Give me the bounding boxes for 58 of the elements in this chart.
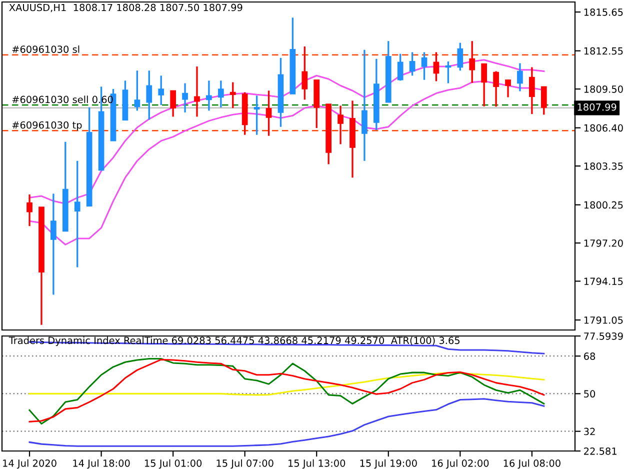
candlestick <box>74 160 80 268</box>
candlestick <box>230 81 236 109</box>
candlestick <box>397 52 404 82</box>
ref-line-label: 1807.99 <box>578 103 616 111</box>
candlestick <box>254 94 260 136</box>
y-tick-label: 1794.15 <box>584 278 623 286</box>
candlestick <box>505 79 511 98</box>
candlestick <box>421 51 428 81</box>
x-tick-label: 16 Jul 08:00 <box>504 459 560 469</box>
ref-line-label: #60961030 sl <box>12 45 80 53</box>
candlestick <box>182 82 188 114</box>
line-series <box>28 372 545 396</box>
candlestick <box>409 51 416 76</box>
ref-line-label: #60961030 tp <box>12 121 82 131</box>
candlestick <box>158 74 164 106</box>
y-tick-label: 1815.65 <box>584 8 623 16</box>
candlestick <box>302 46 308 100</box>
y-tick-label: 77.5939 <box>584 332 623 340</box>
x-tick-label: 15 Jul 01:00 <box>144 459 202 469</box>
y-tick-label: 1812.55 <box>584 47 623 55</box>
candlestick <box>469 40 476 84</box>
y-tick-label: 1791.05 <box>584 316 623 324</box>
x-tick-label: 15 Jul 07:00 <box>216 459 274 469</box>
x-tick-label: 15 Jul 13:00 <box>288 459 346 469</box>
y-tick-label: 1806.40 <box>584 124 623 132</box>
candlestick <box>529 66 535 115</box>
line-series <box>28 398 545 447</box>
candlestick <box>517 62 523 92</box>
x-tick-label: 15 Jul 19:00 <box>360 459 417 469</box>
x-tick-label: 14 Jul 18:00 <box>73 459 130 469</box>
candlestick <box>338 104 344 146</box>
candlestick <box>146 70 152 121</box>
y-tick-label: 1800.25 <box>584 201 623 209</box>
candlestick <box>206 80 212 112</box>
chart-title: XAUUSD,H1 1808.17 1808.28 1807.50 1807.99 <box>9 4 242 12</box>
candlestick <box>362 48 368 162</box>
y-tick-label: 22.581 <box>584 447 616 455</box>
y-tick-label: 68 <box>584 352 596 360</box>
candlestick <box>457 42 464 72</box>
candlestick <box>26 194 32 227</box>
y-tick-label: 50 <box>584 390 596 398</box>
candlestick <box>50 192 56 296</box>
y-tick-label: 1803.35 <box>584 162 623 170</box>
candlestick <box>433 51 440 82</box>
x-tick-label: 14 Jul 2020 <box>3 459 56 469</box>
y-tick-label: 1797.20 <box>584 239 623 247</box>
candlestick <box>194 66 200 118</box>
candlestick <box>540 86 547 116</box>
y-tick-label: 1809.50 <box>584 85 623 93</box>
candlestick <box>170 90 176 118</box>
candlestick <box>266 90 272 137</box>
candlestick <box>218 80 224 108</box>
candlestick <box>134 70 140 112</box>
x-tick-label: 16 Jul 02:00 <box>432 459 489 469</box>
candlestick <box>445 60 452 84</box>
candlestick <box>481 63 488 108</box>
candlestick <box>493 70 499 108</box>
y-tick-label: 32 <box>584 428 595 436</box>
